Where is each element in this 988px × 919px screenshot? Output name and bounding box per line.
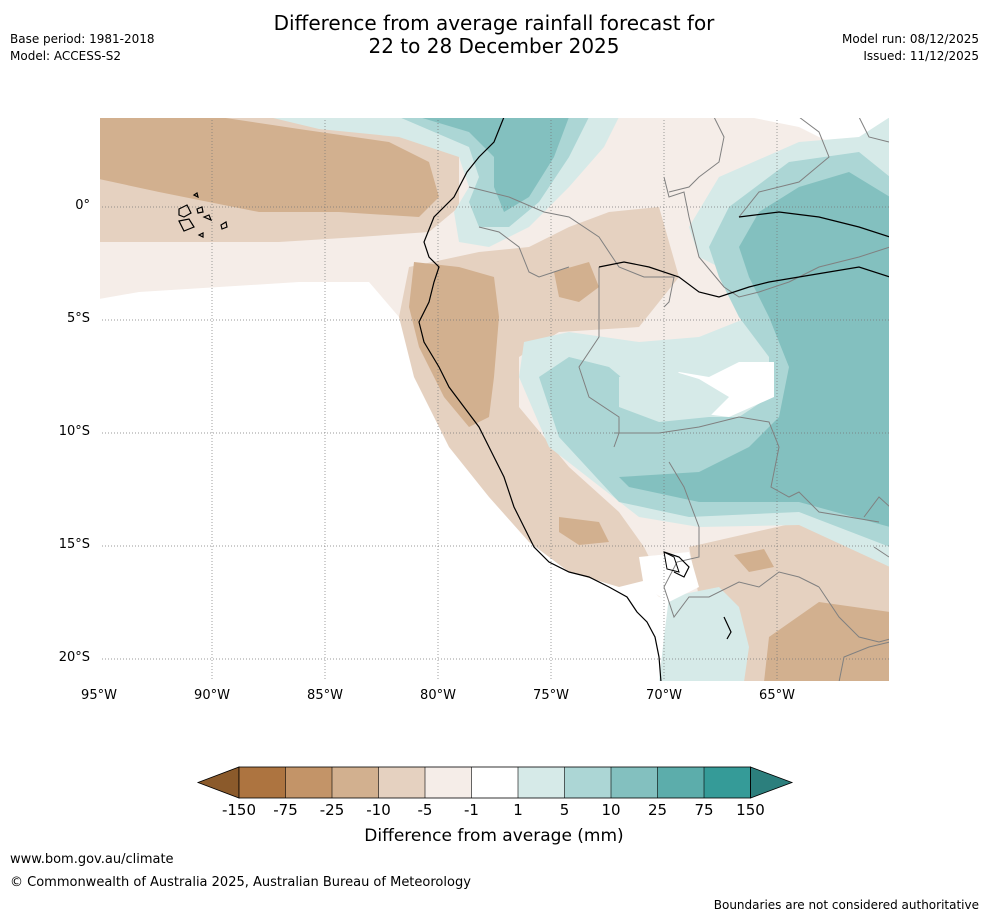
- lon-label-95w: 95°W: [81, 688, 117, 703]
- colorbar-tick-label: -150: [221, 801, 257, 819]
- colorbar-tick-label: -1: [464, 801, 479, 819]
- lat-label-0: 0°: [75, 198, 90, 213]
- colorbar-tick-label: 10: [601, 801, 621, 819]
- boundary-disclaimer: Boundaries are not considered authoritat…: [713, 898, 979, 912]
- model-run: Model run: 08/12/2025: [841, 32, 979, 46]
- lat-label-10s: 10°S: [58, 424, 90, 439]
- lat-label-15s: 15°S: [58, 537, 90, 552]
- colorbar-swatch-11: [704, 767, 751, 798]
- anomaly-region-brown-south: [559, 517, 609, 545]
- anomaly-region-brown-bolivia: [734, 549, 774, 572]
- anomaly-region-brown-pacific: [99, 117, 439, 217]
- colorbar-swatch-4: [378, 767, 425, 798]
- colorbar-swatch-5: [425, 767, 472, 798]
- meta-left: Base period: 1981-2018 Model: ACCESS-S2: [10, 31, 155, 65]
- lon-label-85w: 85°W: [307, 688, 343, 703]
- colorbar-tick-label: 150: [736, 801, 765, 819]
- anomaly-region-teal-east: [619, 172, 890, 527]
- anomaly-region-brown-southeast: [764, 602, 890, 682]
- lon-label-75w: 75°W: [533, 688, 569, 703]
- title-line-2: 22 to 28 December 2025: [368, 34, 620, 58]
- colorbar-tick-label: -25: [319, 801, 345, 819]
- map-frame: [99, 117, 890, 682]
- lon-label-80w: 80°W: [420, 688, 456, 703]
- colorbar-swatch-2: [285, 767, 332, 798]
- rainfall-anomaly-map: [99, 117, 890, 682]
- colorbar-swatch-6: [471, 767, 518, 798]
- colorbar-swatch-1: [239, 767, 286, 798]
- base-period: Base period: 1981-2018: [10, 32, 155, 46]
- website-link[interactable]: www.bom.gov.au/climate: [10, 852, 174, 867]
- title-line-1: Difference from average rainfall forecas…: [273, 11, 715, 35]
- colorbar-tick-label: 5: [559, 801, 570, 819]
- colorbar-swatch-3: [332, 767, 379, 798]
- galapagos-islands: [178, 192, 228, 238]
- colorbar-tick-label: -75: [273, 801, 298, 819]
- lon-label-65w: 65°W: [759, 688, 795, 703]
- colorbar-tick-label: 75: [694, 801, 714, 819]
- colorbar-swatch-8: [564, 767, 611, 798]
- copyright-notice: © Commonwealth of Australia 2025, Austra…: [10, 875, 471, 890]
- colorbar: [196, 766, 794, 799]
- lon-label-70w: 70°W: [646, 688, 682, 703]
- colorbar-extend-low: [196, 766, 240, 799]
- colorbar-tick-label: 1: [513, 801, 523, 819]
- lon-label-90w: 90°W: [194, 688, 230, 703]
- colorbar-extend-high: [750, 766, 794, 799]
- anomaly-region-brown-inland: [554, 262, 599, 302]
- lat-label-5s: 5°S: [66, 311, 90, 326]
- colorbar-swatch-10: [657, 767, 704, 798]
- colorbar-title: Difference from average (mm): [364, 826, 624, 846]
- map-title: Difference from average rainfall forecas…: [0, 12, 988, 58]
- lake-titicaca: [663, 551, 680, 573]
- colorbar-tick-label: -5: [417, 801, 433, 819]
- colorbar-swatch-9: [611, 767, 658, 798]
- anomaly-region-brown-coast: [409, 262, 499, 427]
- lat-label-20s: 20°S: [58, 650, 90, 665]
- anomaly-region-white-east: [749, 117, 890, 177]
- anomaly-region-green-inner: [619, 367, 729, 422]
- colorbar-tick-label: 25: [647, 801, 668, 819]
- anomaly-region-teal-north: [419, 117, 569, 212]
- country-borders: [468, 117, 890, 682]
- model-name: Model: ACCESS-S2: [10, 49, 122, 63]
- graticule: [99, 117, 890, 682]
- meta-right: Model run: 08/12/2025 Issued: 11/12/2025: [842, 31, 979, 65]
- issued-date: Issued: 11/12/2025: [863, 49, 979, 63]
- coastlines: [418, 117, 890, 682]
- colorbar-tick-label: -10: [366, 801, 391, 819]
- colorbar-swatch-7: [518, 767, 565, 798]
- anomaly-region-light-green-south: [659, 587, 749, 682]
